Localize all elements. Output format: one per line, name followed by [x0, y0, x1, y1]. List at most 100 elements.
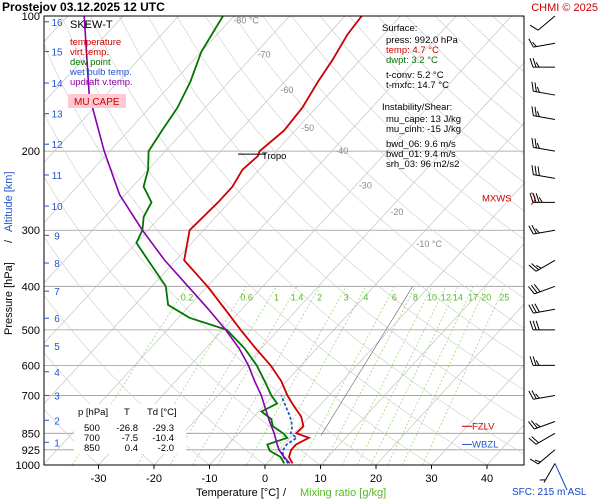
- pressure-tick-850: 850: [22, 428, 40, 440]
- mixing-ratio-label: 1.4: [291, 292, 304, 302]
- dry-adiabat: [90, 16, 524, 455]
- isotherm--100: [44, 16, 124, 103]
- wind-barb: [531, 106, 556, 120]
- dry-adiabat: [319, 16, 524, 212]
- table-row-500-t: -26.8: [116, 423, 138, 434]
- mixing-ratio-line: [387, 286, 474, 465]
- chart-series: [83, 16, 363, 464]
- wind-barb-staff: [533, 90, 556, 96]
- isotherm-label: -10 °C: [416, 239, 442, 249]
- altitude-tick-8: 8: [54, 259, 60, 270]
- wind-barbs: [528, 15, 568, 491]
- dry-adiabat: [44, 112, 377, 465]
- x-tick--10: -10: [202, 473, 218, 485]
- sfc-label: SFC: 215 m ASL: [512, 487, 587, 498]
- wind-barb-feather: [531, 303, 537, 313]
- series-temperature: [183, 16, 363, 464]
- altitude-tick-2: 2: [54, 416, 60, 427]
- wind-barb-feather: [532, 58, 537, 68]
- wind-barb-feather: [529, 320, 534, 330]
- series-wet-bulb-temp-: [280, 395, 299, 464]
- x-tick--20: -20: [146, 473, 162, 485]
- legend-item-virt-temp: virt.temp.: [70, 47, 109, 58]
- instability-title: Instability/Shear:: [382, 102, 452, 113]
- mixing-ratio-label: 10: [427, 292, 437, 302]
- table-row-500-p: 500: [84, 423, 100, 434]
- isotherm-label: -80 °C: [233, 16, 259, 26]
- table-row-700-p: 700: [84, 433, 100, 444]
- chart-axes: 1002003004005006007008509251000123456789…: [16, 11, 536, 485]
- wind-barb-staff: [537, 15, 556, 31]
- legend-item-dew-point: dew point: [70, 57, 111, 68]
- wind-barb-feather: [532, 320, 537, 330]
- isotherm--60: [44, 16, 346, 344]
- wind-barb-feather: [535, 193, 540, 203]
- isotherm-label: -40: [335, 146, 348, 156]
- wind-barb: [529, 449, 556, 465]
- isotherm-10: [320, 243, 524, 465]
- level-table: p [hPa] T Td [°C] 500 -26.8 -29.3 700 -7…: [74, 404, 186, 454]
- wind-barb-staff: [533, 146, 556, 152]
- wind-barb-feather: [532, 193, 537, 203]
- wind-barb-staff: [533, 308, 556, 314]
- dry-adiabat: [291, 16, 524, 240]
- x-tick-10: 10: [314, 473, 326, 485]
- altitude-tick-6: 6: [54, 314, 60, 325]
- altitude-tick-16: 16: [51, 18, 63, 29]
- isotherm--90: [44, 16, 179, 163]
- y-axis-sep: /: [3, 239, 15, 243]
- wind-barb: [528, 303, 556, 314]
- wind-barb-feather: [529, 24, 539, 31]
- table-row-850-t: 0.4: [125, 443, 138, 454]
- mucape-badge-bg: [68, 94, 126, 108]
- dry-adiabat: [521, 16, 524, 19]
- series-updraft-v-temp-: [83, 16, 291, 464]
- table-row-700-t: -7.5: [122, 433, 138, 444]
- fzlv-label: FZLV: [472, 421, 495, 432]
- srh-03: srh_03: 96 m2/s2: [386, 159, 459, 170]
- mixing-ratio-label: 12: [441, 292, 451, 302]
- altitude-tick-3: 3: [54, 391, 60, 402]
- isotherm--10: [209, 122, 524, 465]
- mixing-ratio-label: 8: [413, 292, 418, 302]
- isotherm-label: -70: [258, 50, 271, 60]
- wind-barb-staff: [533, 229, 556, 235]
- mixing-ratio-line: [268, 286, 367, 465]
- legend: SKEW-T temperature virt.temp. dew point …: [68, 19, 133, 108]
- pressure-tick-700: 700: [22, 390, 40, 402]
- table-row-850-p: 850: [84, 443, 100, 454]
- wind-barb-feather: [528, 437, 537, 445]
- pressure-tick-600: 600: [22, 360, 40, 372]
- altitude-tick-12: 12: [51, 140, 63, 151]
- legend-item-wet-bulb: wet bulb temp.: [69, 67, 132, 78]
- mixing-ratio-line: [401, 286, 487, 465]
- isotherm-label: -20: [390, 207, 403, 217]
- isotherm-20: [375, 303, 524, 465]
- dry-adiabat: [176, 16, 524, 360]
- wind-barb-feather: [529, 193, 534, 203]
- mixing-ratio-label: 0.6: [240, 292, 253, 302]
- wind-barb-feather: [529, 58, 534, 68]
- mixing-ratio-line: [357, 286, 447, 465]
- mixing-ratio-line: [71, 286, 188, 465]
- wind-barb: [528, 432, 556, 445]
- wind-barb-staff: [537, 449, 556, 465]
- wind-barb: [531, 165, 556, 179]
- wind-barb-feather: [535, 228, 540, 234]
- wind-barb: [529, 15, 556, 31]
- bwd-06: bwd_06: 9.6 m/s: [386, 139, 456, 150]
- info-panel: Surface: press: 992.0 hPa temp: 4.7 °C d…: [382, 23, 461, 170]
- mixing-ratio-label: 0.2: [181, 292, 194, 302]
- isotherm-label: -30: [359, 181, 372, 191]
- wind-barb: [528, 420, 556, 430]
- wind-barb-feather: [532, 41, 537, 47]
- mixing-ratio-label: 6: [392, 292, 397, 302]
- tropopause-label: Tropo: [262, 151, 286, 162]
- wind-barb-feather: [531, 224, 537, 234]
- wind-barb-feather: [531, 390, 537, 399]
- wind-barb: [539, 463, 556, 483]
- mxws-label: MXWS: [482, 194, 512, 205]
- wind-barb-feather: [537, 166, 540, 176]
- isotherm-label: -60: [280, 85, 293, 95]
